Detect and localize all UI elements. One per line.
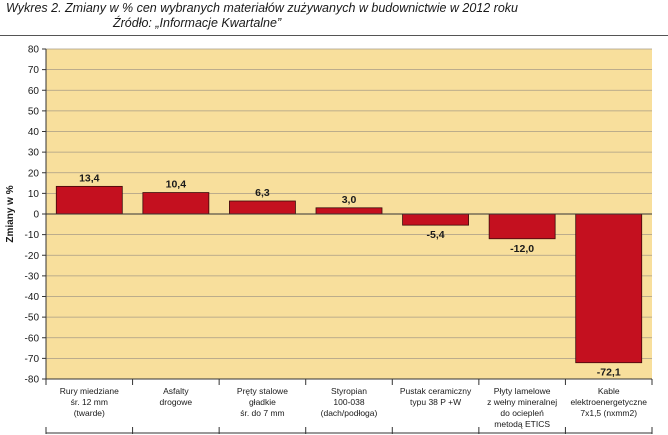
category-label: (dach/podłoga) <box>321 408 378 418</box>
category-label: Płyty lamelowe <box>494 386 551 396</box>
data-label: 3,0 <box>342 194 357 206</box>
y-tick-label: 0 <box>33 210 39 221</box>
bar <box>315 207 383 215</box>
category-label: drogowe <box>160 397 193 407</box>
data-label: 10,4 <box>166 179 187 191</box>
data-label: -12,0 <box>510 243 534 255</box>
bar-chart: 80 70 60 50 40 30 20 10 0 -10 -20 -30 -40 -50 -60 -70 -8… <box>5 45 653 434</box>
bar <box>55 185 123 215</box>
bar <box>402 213 469 226</box>
y-tick-label: -20 <box>25 251 40 262</box>
y-tick-label: 80 <box>28 45 40 56</box>
y-tick-label: -50 <box>25 313 40 324</box>
bar <box>488 213 556 240</box>
category-label: (twarde) <box>74 408 105 418</box>
category-label: 100-038 <box>333 397 364 407</box>
y-tick-label: -60 <box>25 333 40 344</box>
category-label: Kable <box>598 386 620 396</box>
bar <box>229 200 296 215</box>
y-tick-label: -80 <box>25 375 40 386</box>
y-tick-label: 30 <box>28 148 40 159</box>
bar <box>575 213 643 364</box>
y-tick-label: -10 <box>25 230 40 241</box>
y-tick-label: -40 <box>25 292 40 303</box>
y-tick-label: 50 <box>28 106 40 117</box>
data-label: -72,1 <box>597 367 621 379</box>
category-label: Pręty stalowe <box>237 386 288 396</box>
category-label: Rury miedziane <box>60 386 119 396</box>
y-tick-label: 70 <box>28 65 40 76</box>
category-label: śr. do 7 mm <box>240 408 284 418</box>
category-label: metodą ETICS <box>494 419 550 429</box>
chart-source: Źródło: „Informacje Kwartalne” <box>113 16 282 30</box>
y-tick-label: 10 <box>28 189 40 200</box>
data-label: 6,3 <box>255 187 270 199</box>
category-label: Styropian <box>331 386 367 396</box>
y-tick-label: -30 <box>25 271 40 282</box>
bar <box>142 192 210 215</box>
data-label: -5,4 <box>427 229 445 241</box>
category-label: elektroenergetyczne <box>570 397 647 407</box>
title-divider <box>0 35 668 36</box>
y-tick-label: 60 <box>28 86 40 97</box>
y-tick-label: 40 <box>28 127 40 138</box>
category-label: Pustak ceramiczny <box>400 386 472 396</box>
category-label: typu 38 P +W <box>410 397 461 407</box>
category-label: z wełny mineralnej <box>487 397 557 407</box>
y-tick-label: 20 <box>28 168 40 179</box>
y-axis-title: Zmiany w % <box>5 185 16 242</box>
category-label: Asfalty <box>163 386 189 396</box>
chart-title: Wykres 2. Zmiany w % cen wybranych mater… <box>6 1 518 15</box>
category-label: śr. 12 mm <box>71 397 108 407</box>
category-label: do ociepleń <box>500 408 544 418</box>
category-label: gładkie <box>249 397 276 407</box>
chart-title-block: Wykres 2. Zmiany w % cen wybranych mater… <box>6 1 662 31</box>
category-label: 7x1,5 (nxmm2) <box>580 408 637 418</box>
data-label: 13,4 <box>79 172 100 184</box>
y-tick-label: -70 <box>25 354 40 365</box>
